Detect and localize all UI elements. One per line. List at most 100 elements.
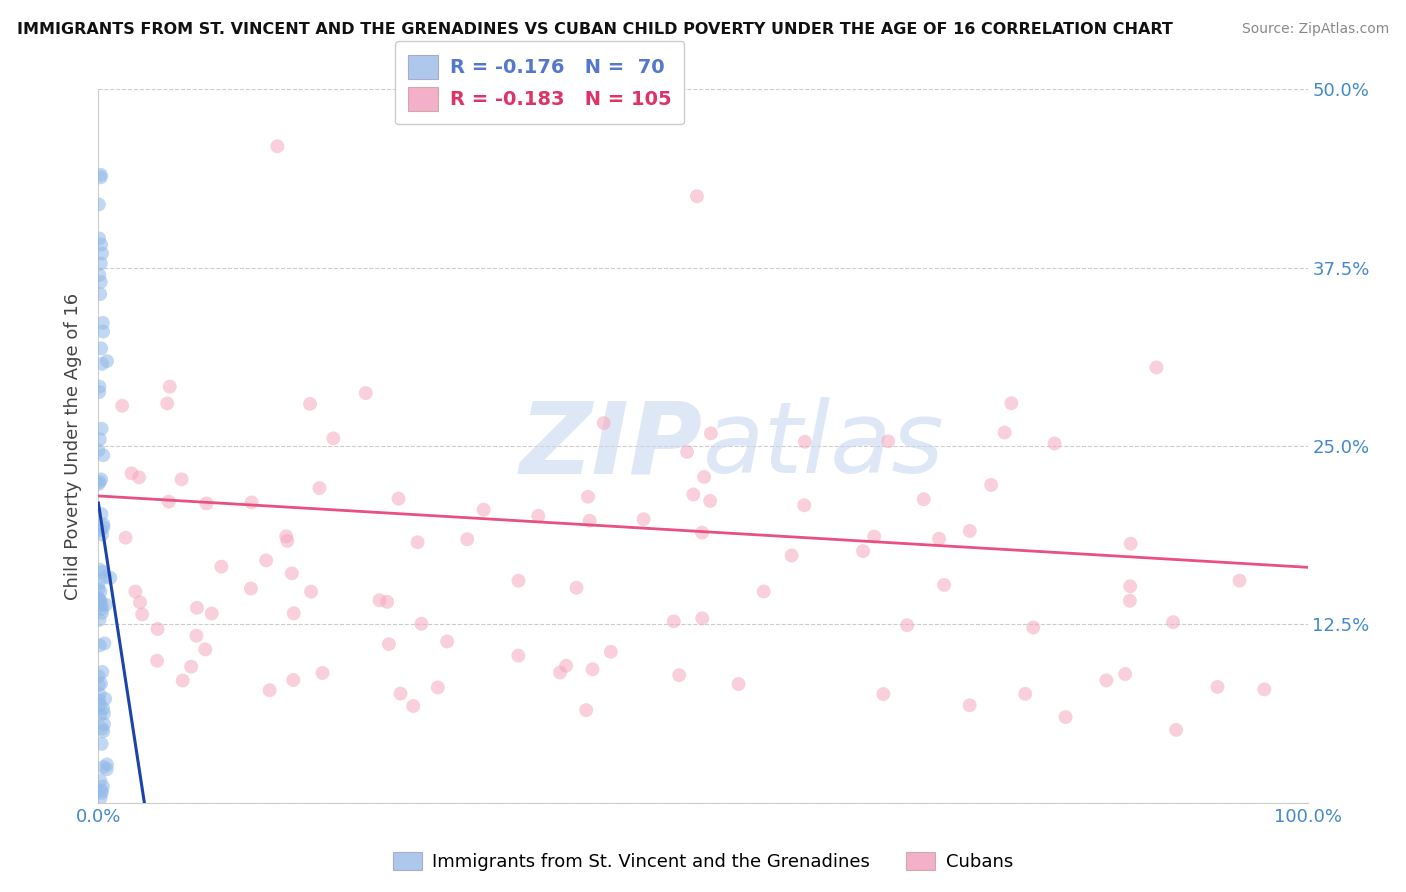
- Point: [90, 342, 112, 356]
- Point: [87, 678, 110, 692]
- Point: [91, 665, 114, 679]
- Point: [1119, 536, 1142, 550]
- Point: [690, 611, 713, 625]
- Point: [752, 584, 775, 599]
- Text: IMMIGRANTS FROM ST. VINCENT AND THE GRENADINES VS CUBAN CHILD POVERTY UNDER THE : IMMIGRANTS FROM ST. VINCENT AND THE GREN…: [17, 22, 1173, 37]
- Point: [91, 565, 114, 579]
- Point: [693, 470, 716, 484]
- Point: [700, 426, 723, 441]
- Point: [156, 396, 179, 410]
- Point: [599, 645, 621, 659]
- Point: [90, 523, 112, 537]
- Point: [1119, 594, 1142, 608]
- Point: [129, 595, 152, 609]
- Point: [90, 170, 112, 185]
- Point: [128, 470, 150, 484]
- Point: [91, 724, 114, 739]
- Point: [114, 531, 136, 545]
- Point: [90, 599, 112, 613]
- Point: [994, 425, 1017, 440]
- Point: [96, 757, 118, 772]
- Point: [186, 629, 208, 643]
- Point: [87, 576, 110, 591]
- Point: [1054, 710, 1077, 724]
- Point: [576, 490, 599, 504]
- Point: [91, 722, 114, 736]
- Point: [896, 618, 918, 632]
- Point: [98, 571, 121, 585]
- Point: [87, 582, 110, 596]
- Point: [1161, 615, 1184, 629]
- Point: [375, 595, 398, 609]
- Point: [89, 698, 111, 712]
- Point: [1000, 396, 1022, 410]
- Legend: R = -0.176   N =  70, R = -0.183   N = 105: R = -0.176 N = 70, R = -0.183 N = 105: [395, 42, 685, 124]
- Point: [456, 532, 478, 546]
- Point: [201, 607, 224, 621]
- Point: [727, 677, 749, 691]
- Point: [90, 507, 112, 521]
- Point: [94, 691, 117, 706]
- Text: atlas: atlas: [703, 398, 945, 494]
- Point: [89, 613, 111, 627]
- Point: [93, 706, 115, 721]
- Point: [90, 256, 112, 270]
- Point: [686, 189, 709, 203]
- Point: [311, 665, 333, 680]
- Point: [668, 668, 690, 682]
- Point: [565, 581, 588, 595]
- Point: [472, 502, 495, 516]
- Point: [852, 544, 875, 558]
- Point: [87, 669, 110, 683]
- Point: [91, 760, 114, 774]
- Point: [980, 478, 1002, 492]
- Point: [91, 780, 114, 794]
- Point: [90, 786, 112, 800]
- Point: [1043, 436, 1066, 450]
- Point: [89, 791, 111, 805]
- Point: [111, 399, 134, 413]
- Text: ZIP: ZIP: [520, 398, 703, 494]
- Point: [89, 231, 111, 245]
- Point: [555, 658, 578, 673]
- Point: [406, 535, 429, 549]
- Point: [1166, 723, 1188, 737]
- Point: [89, 433, 111, 447]
- Point: [89, 584, 111, 599]
- Point: [240, 495, 263, 509]
- Point: [872, 687, 894, 701]
- Point: [87, 477, 110, 491]
- Point: [186, 600, 208, 615]
- Point: [1119, 579, 1142, 593]
- Point: [89, 385, 111, 400]
- Point: [276, 529, 298, 543]
- Point: [194, 642, 217, 657]
- Point: [91, 357, 114, 371]
- Point: [387, 491, 409, 506]
- Point: [170, 472, 193, 486]
- Point: [575, 703, 598, 717]
- Point: [508, 574, 530, 588]
- Point: [90, 472, 112, 486]
- Point: [1014, 687, 1036, 701]
- Point: [239, 582, 262, 596]
- Point: [91, 246, 114, 260]
- Point: [87, 693, 110, 707]
- Point: [682, 487, 704, 501]
- Point: [863, 530, 886, 544]
- Point: [690, 525, 713, 540]
- Point: [354, 386, 377, 401]
- Point: [283, 673, 305, 687]
- Point: [266, 139, 288, 153]
- Point: [91, 527, 114, 541]
- Point: [91, 517, 114, 532]
- Point: [90, 676, 112, 690]
- Point: [426, 681, 449, 695]
- Point: [93, 520, 115, 534]
- Point: [299, 584, 322, 599]
- Point: [932, 578, 955, 592]
- Point: [959, 698, 981, 713]
- Point: [877, 434, 900, 449]
- Point: [276, 533, 298, 548]
- Point: [411, 616, 433, 631]
